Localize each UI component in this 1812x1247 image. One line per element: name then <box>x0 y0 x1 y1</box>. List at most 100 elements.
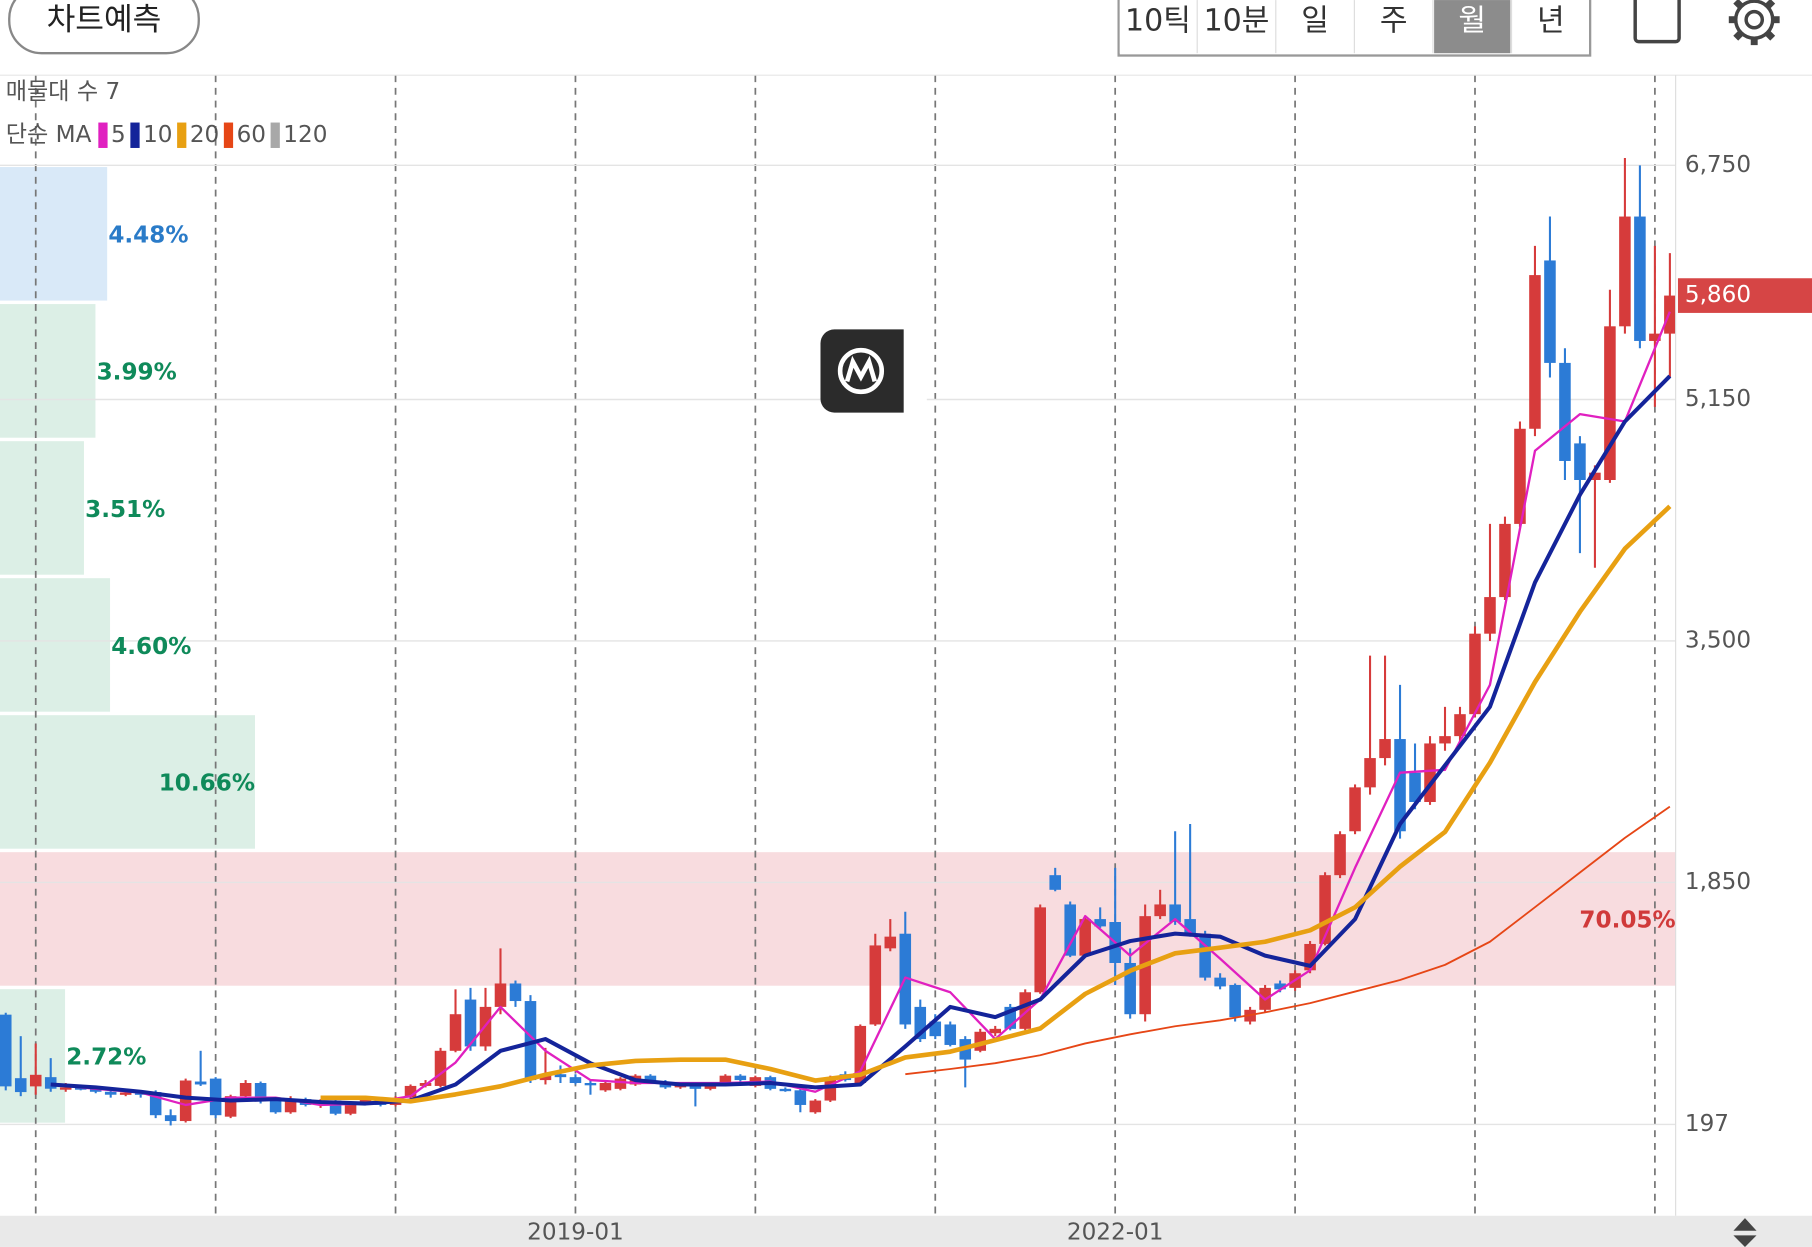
candle-body <box>434 1050 447 1086</box>
volume-profile-bar <box>0 167 108 301</box>
volume-profile-label: 3.51% <box>85 497 165 523</box>
candle-body <box>1034 907 1046 993</box>
candle-body <box>224 1096 237 1117</box>
tab[interactable] <box>1276 0 1354 54</box>
tab-label[interactable]: 년 <box>1537 4 1565 39</box>
candle-body <box>1469 633 1481 715</box>
candle-body <box>554 1074 567 1078</box>
candle-body <box>1619 216 1631 327</box>
logo-ring <box>837 347 885 395</box>
scroll-arrows[interactable] <box>1733 1218 1757 1247</box>
legend-label: 20 <box>190 122 219 148</box>
volume-profile-bar <box>0 852 1676 986</box>
candle-body <box>569 1077 582 1084</box>
tab-label[interactable]: 10틱 <box>1125 4 1191 39</box>
candle-body <box>194 1081 207 1085</box>
gear-teeth <box>1728 0 1780 46</box>
legend-label: 120 <box>283 122 327 148</box>
candle-body <box>239 1083 252 1097</box>
candle-body <box>284 1099 297 1113</box>
candle-body <box>1514 428 1526 524</box>
predict-button-label[interactable]: 차트예측 <box>47 2 162 38</box>
candle-body <box>1274 983 1286 990</box>
tab-label[interactable]: 월 <box>1458 4 1486 39</box>
candle-body <box>1154 904 1166 917</box>
tab[interactable] <box>1434 0 1511 54</box>
tab-label[interactable]: 일 <box>1301 4 1329 39</box>
last-price-box <box>1677 278 1812 313</box>
candle-body <box>1544 260 1556 363</box>
last-price-label: 5,860 <box>1685 282 1751 308</box>
tab[interactable] <box>1198 0 1275 54</box>
gear-hub <box>1744 9 1765 30</box>
arrow-up <box>1733 1218 1757 1231</box>
candle-body <box>1364 758 1376 788</box>
logo-button[interactable] <box>820 323 927 419</box>
candle-body <box>1004 1006 1017 1029</box>
settings-icon[interactable] <box>1728 0 1780 46</box>
candle-body <box>1349 787 1361 832</box>
legend-swatch <box>130 122 140 148</box>
candle-body <box>734 1075 747 1081</box>
legend-label: 10 <box>143 122 172 148</box>
volume-profile-label: 4.60% <box>111 634 191 660</box>
candle-body <box>1409 772 1421 802</box>
candle-body <box>1049 875 1061 890</box>
legend-label: 60 <box>237 122 266 148</box>
volume-profile-label: 10.66% <box>159 771 255 797</box>
volume-profile-bar <box>0 441 84 575</box>
x-axis-strip <box>0 1215 1812 1247</box>
candle-body <box>1334 834 1346 876</box>
tab-label[interactable]: 10분 <box>1204 4 1270 39</box>
volume-profile-label: 3.99% <box>97 360 177 386</box>
arrow-down <box>1733 1235 1757 1247</box>
volume-profile-title: 매물대 수 7 <box>6 79 120 105</box>
candle-body <box>779 1088 792 1092</box>
candle-body <box>1424 743 1436 802</box>
candle-body <box>509 983 522 1002</box>
tab[interactable] <box>1512 0 1589 54</box>
tab[interactable] <box>1119 0 1197 54</box>
candle-body <box>464 999 477 1047</box>
candle-body <box>104 1091 117 1095</box>
logo-m <box>844 355 878 383</box>
candle-body <box>599 1083 612 1091</box>
candle-body <box>44 1077 57 1089</box>
candle-body <box>0 1014 12 1087</box>
y-tick-label: 5,150 <box>1685 386 1751 412</box>
candle-body <box>989 1028 1002 1034</box>
ma-title: 단순 MA <box>6 122 92 148</box>
candle-body <box>1454 714 1466 737</box>
candle-body <box>1499 523 1511 598</box>
candle-body <box>449 1014 462 1051</box>
volume-profile-label: 4.48% <box>108 223 188 249</box>
tab[interactable] <box>1355 0 1432 54</box>
tab-label[interactable]: 주 <box>1380 4 1408 39</box>
candle-body <box>824 1077 837 1101</box>
candle-body <box>14 1078 27 1093</box>
ma-legend: 단순 MA 5 10 20 60 120 <box>6 122 327 148</box>
candle-body <box>1094 919 1106 927</box>
candle-body <box>1304 943 1316 971</box>
candle-body <box>269 1100 282 1113</box>
candle-body <box>59 1087 72 1090</box>
fullscreen-icon[interactable] <box>1633 0 1681 44</box>
volume-profile-bar <box>0 304 96 438</box>
candle-body <box>1634 216 1646 341</box>
logo-mask <box>903 323 927 419</box>
legend-swatch <box>270 122 280 148</box>
candle-body <box>164 1115 177 1122</box>
candle-body <box>524 1001 537 1081</box>
candle-body <box>869 945 882 1025</box>
ma-line <box>320 504 1672 1104</box>
candle-body <box>884 936 897 949</box>
y-tick-label: 1,850 <box>1685 869 1751 895</box>
candle-body <box>1649 333 1661 341</box>
candle-body <box>1604 326 1616 480</box>
legend-swatch <box>98 122 108 148</box>
predict-button[interactable] <box>8 0 200 55</box>
axes: 197 1,850 3,500 5,150 6,750 2019-01 2022-01 5,8… <box>527 152 1812 1246</box>
candle-body <box>1124 962 1136 1015</box>
plot-area: 2.72% 70.05% 10.66% 4.60% 3.51% 3.99% 4.48% <box>0 75 1676 1216</box>
candle-body <box>1214 977 1226 987</box>
